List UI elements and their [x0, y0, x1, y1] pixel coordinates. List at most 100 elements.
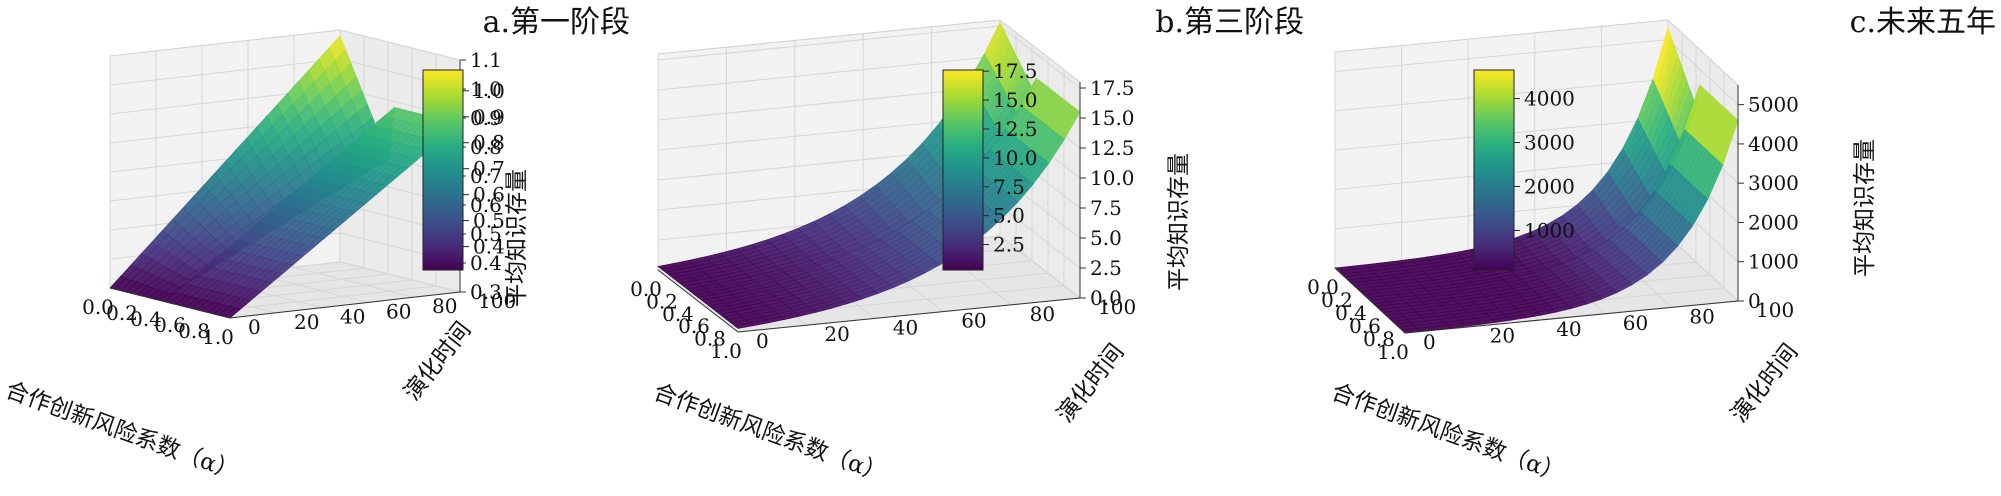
x-axis-label: 合作创新风险系数（α）: [1328, 379, 1568, 487]
y-tick-label: 40: [340, 305, 365, 329]
z-tick-label: 0.0: [1090, 286, 1122, 310]
chart-panel-a: 0.00.20.40.60.81.0 0 20 40 60 80 1000.30.40.50…: [2, 5, 630, 486]
x-tick-label: 0.6: [678, 314, 710, 338]
x-tick-label: 0.2: [106, 301, 138, 325]
x-tick-label: 0.4: [1335, 301, 1367, 325]
colorbar-tick-label: 0.9: [473, 105, 505, 129]
colorbar-tick-label: 5.0: [993, 204, 1025, 228]
plot-area: 0.00.20.40.60.81.0 0 20 40 60 80 1000.30.40.50…: [82, 29, 516, 349]
x-tick-label: 1.0: [202, 325, 234, 349]
y-tick-label: 60: [961, 309, 986, 333]
x-axis-line: [109, 287, 231, 319]
chart-panel-b: 0.00.20.40.60.81.0 0 20 40 60 80 1000.02.55.07…: [630, 5, 1304, 488]
colorbar-gradient: [1473, 69, 1515, 271]
chart-title: a.第一阶段: [483, 5, 630, 40]
x-tick-label: 0.8: [178, 319, 210, 343]
z-tick-label: 10.0: [1090, 166, 1135, 190]
y-tick-label: 20: [1490, 324, 1515, 348]
colorbar-label: 平均知识存量: [504, 169, 530, 307]
z-tick-label: 0: [1748, 289, 1761, 313]
y-tick-label: 0: [248, 315, 261, 339]
z-tick-label: 0.7: [470, 164, 502, 188]
x-tick-label: 0.8: [694, 327, 726, 351]
z-tick-label: 0.4: [470, 251, 502, 275]
z-tick-label: 3000: [1748, 171, 1799, 195]
colorbar: 0.40.50.60.70.80.91.0: [422, 69, 505, 271]
y-tick-label: 60: [1623, 311, 1648, 335]
x-tick-label: 0.2: [1321, 288, 1353, 312]
z-tick-label: 17.5: [1090, 76, 1135, 100]
z-tick-label: 2.5: [1090, 256, 1122, 280]
colorbar-tick-label: 17.5: [993, 59, 1038, 83]
z-tick-label: 1.0: [470, 77, 502, 101]
y-axis-label: 演化时间: [1052, 339, 1129, 428]
colorbar-tick-label: 4000: [1524, 87, 1575, 111]
x-tick-label: 0.4: [662, 302, 694, 326]
z-tick-label: 0.8: [470, 135, 502, 159]
y-tick-label: 0: [756, 329, 769, 353]
chart-title: c.未来五年: [1850, 5, 1996, 40]
colorbar-tick-label: 2000: [1524, 174, 1575, 198]
z-tick-label: 1.1: [470, 48, 502, 72]
colorbar-tick-label: 7.5: [993, 175, 1025, 199]
z-tick-label: 5.0: [1090, 226, 1122, 250]
x-tick-label: 0.6: [1349, 314, 1381, 338]
x-tick-label: 0.4: [130, 307, 162, 331]
z-tick-label: 15.0: [1090, 106, 1135, 130]
z-tick-label: 0.6: [470, 193, 502, 217]
y-tick-label: 100: [1098, 295, 1136, 319]
colorbar-tick-label: 12.5: [993, 117, 1038, 141]
x-axis-label: 合作创新风险系数（α）: [650, 379, 890, 487]
colorbar: 1000 2000 3000 4000: [1473, 69, 1575, 271]
colorbar-tick-label: 0.5: [473, 209, 505, 233]
colorbar-tick-label: 2.5: [993, 233, 1025, 257]
x-tick-label: 0.0: [1307, 275, 1339, 299]
surface: [109, 35, 461, 319]
x-tick-label: 0.0: [82, 295, 114, 319]
y-tick-label: 80: [432, 294, 457, 318]
colorbar-tick-label: 0.7: [473, 157, 505, 181]
surface-facet: [733, 322, 755, 329]
y-tick-label: 20: [294, 310, 319, 334]
chart-title: b.第三阶段: [1155, 5, 1304, 40]
colorbar-tick-label: 3000: [1524, 131, 1575, 155]
z-tick-label: 12.5: [1090, 136, 1135, 160]
colorbar-tick-label: 0.6: [473, 183, 505, 207]
z-tick-label: 0.5: [470, 222, 502, 246]
y-axis-label: 演化时间: [1726, 339, 1803, 428]
y-tick-label: 80: [1689, 304, 1714, 328]
colorbar-label: 平均知识存量: [1166, 153, 1192, 291]
y-axis-label: 演化时间: [399, 317, 476, 406]
x-axis-line: [1334, 267, 1406, 334]
colorbar-tick-label: 15.0: [993, 88, 1038, 112]
z-tick-label: 4000: [1748, 132, 1799, 156]
x-tick-label: 0.8: [1363, 327, 1395, 351]
y-axis-line: [1404, 300, 1739, 334]
z-tick-label: 0.9: [470, 106, 502, 130]
y-tick-label: 20: [824, 322, 849, 346]
z-tick-label: 7.5: [1090, 196, 1122, 220]
colorbar-tick-label: 1.0: [473, 79, 505, 103]
chart-panel-c: 0.00.20.40.60.81.0 0 20 40 60 80 1000100020003…: [1307, 5, 1996, 488]
x-tick-label: 0.2: [646, 289, 678, 313]
colorbar-gradient: [942, 69, 984, 271]
y-tick-label: 80: [1030, 302, 1055, 326]
y-tick-label: 60: [386, 299, 411, 323]
y-tick-label: 100: [478, 289, 516, 313]
z-tick-label: 1000: [1748, 250, 1799, 274]
colorbar-tick-label: 1000: [1524, 218, 1575, 242]
colorbar-tick-label: 0.4: [473, 235, 505, 259]
x-tick-label: 1.0: [710, 339, 742, 363]
z-tick-label: 5000: [1748, 93, 1799, 117]
plot-area: 0.00.20.40.60.81.0 0 20 40 60 80 1000.02.55.07…: [630, 18, 1136, 363]
colorbar-tick-label: 0.8: [473, 131, 505, 155]
x-tick-label: 0.6: [154, 313, 186, 337]
colorbar-gradient: [422, 69, 464, 271]
y-axis-line: [737, 297, 1081, 333]
surface: [1334, 26, 1739, 334]
x-tick-label: 0.0: [630, 277, 662, 301]
z-tick-label: 0.3: [470, 280, 502, 304]
z-tick-label: 2000: [1748, 210, 1799, 234]
colorbar: 2.5 5.0 7.5 10.0 12.5 15.0 17.5: [942, 59, 1038, 271]
x-axis-line: [657, 269, 739, 333]
